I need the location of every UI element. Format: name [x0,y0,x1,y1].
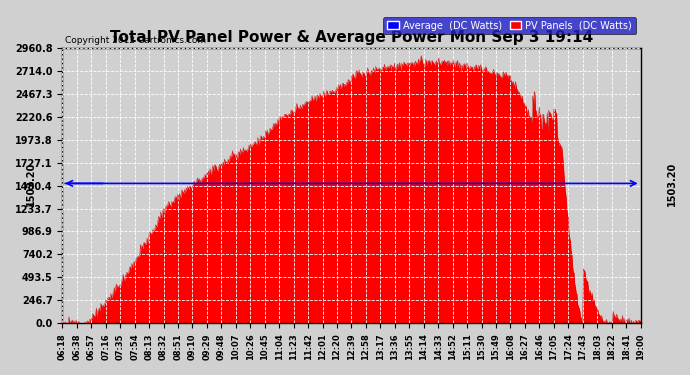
Text: 1503.20: 1503.20 [667,161,678,206]
Text: Copyright 2012 Cartronics.com: Copyright 2012 Cartronics.com [66,36,206,45]
Text: 1503.20: 1503.20 [26,161,36,206]
Legend: Average  (DC Watts), PV Panels  (DC Watts): Average (DC Watts), PV Panels (DC Watts) [383,17,635,34]
Title: Total PV Panel Power & Average Power Mon Sep 3 19:14: Total PV Panel Power & Average Power Mon… [110,30,593,45]
